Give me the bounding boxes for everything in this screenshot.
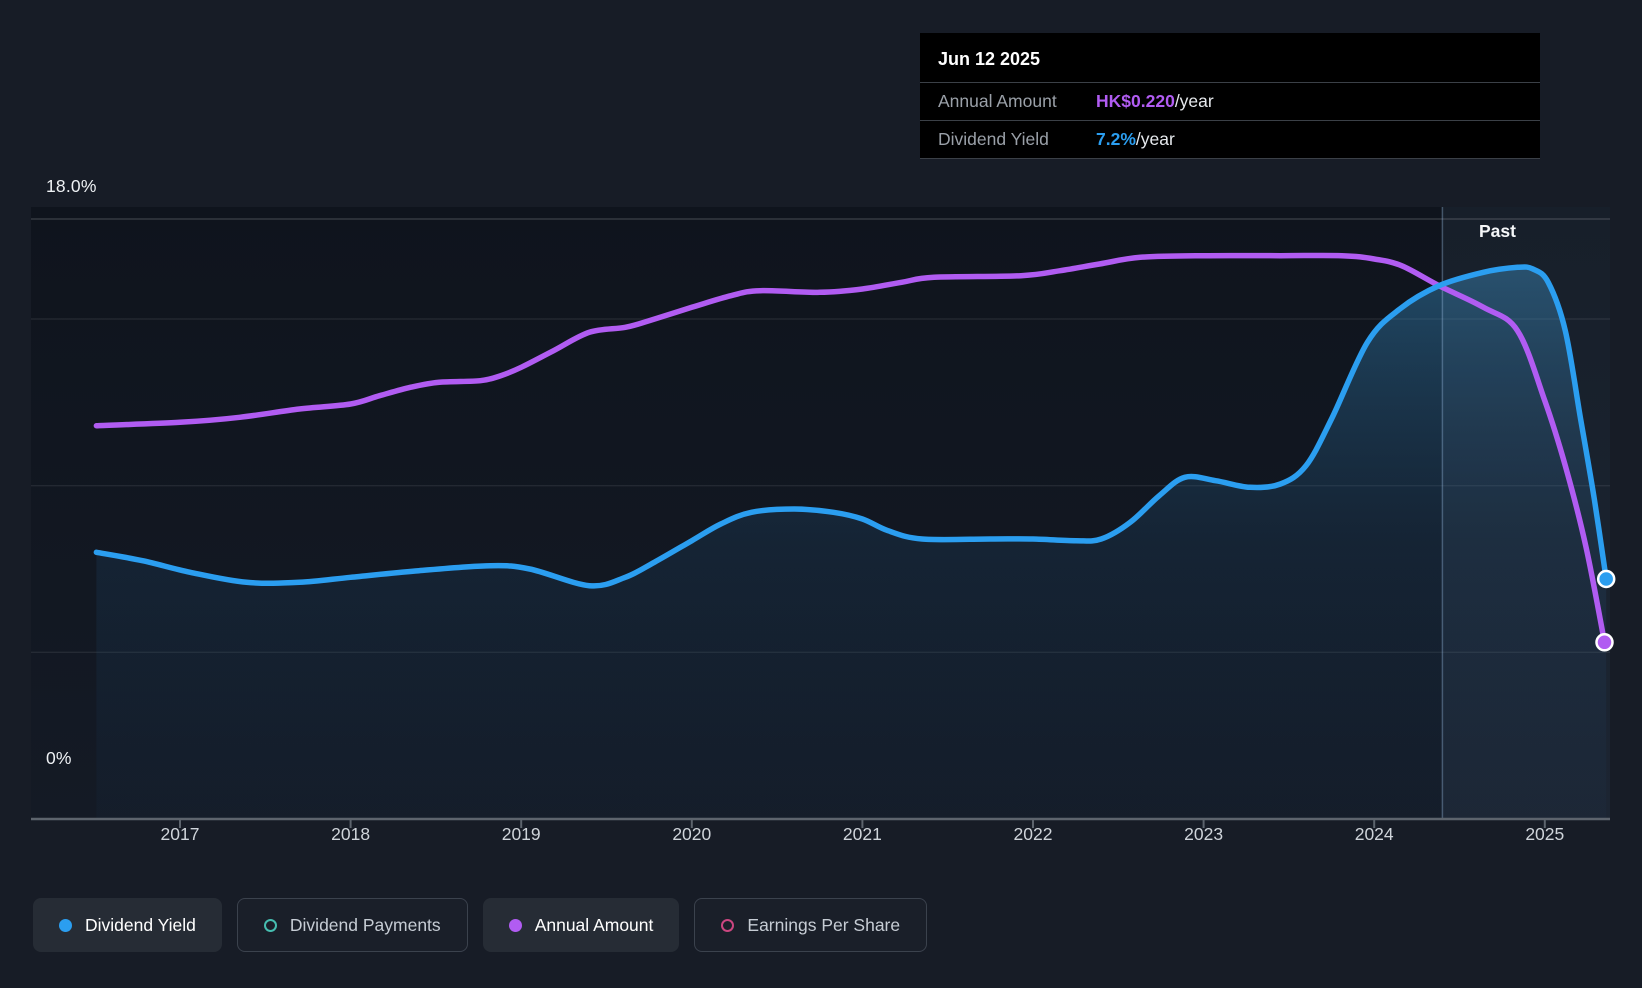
- chart-tooltip: Jun 12 2025 Annual Amount HK$0.220/year …: [920, 33, 1540, 159]
- earnings-per-share-ring-icon: [721, 918, 735, 932]
- x-axis-label-2022: 2022: [1013, 824, 1053, 844]
- legend-button-dividend-yield[interactable]: Dividend Yield: [33, 898, 222, 952]
- tooltip-row-annual-amount: Annual Amount HK$0.220/year: [920, 82, 1540, 120]
- annual-amount-dot-icon: [508, 918, 522, 932]
- legend-button-dividend-payments[interactable]: Dividend Payments: [236, 898, 468, 952]
- dividend-yield-value: 7.2%: [1096, 129, 1136, 149]
- tooltip-date: Jun 12 2025: [938, 49, 1041, 69]
- x-axis-label-2025: 2025: [1525, 824, 1565, 844]
- legend-label: Dividend Yield: [85, 914, 196, 935]
- legend-button-earnings-per-share[interactable]: Earnings Per Share: [694, 898, 928, 952]
- y-axis-min-label: 0%: [46, 748, 72, 768]
- x-axis-label-2019: 2019: [501, 824, 541, 844]
- annual-amount-label: Annual Amount: [938, 91, 1057, 111]
- x-axis-label-2021: 2021: [842, 824, 882, 844]
- legend-label: Dividend Payments: [289, 914, 441, 935]
- legend: Dividend Yield Dividend Payments Annual Am…: [33, 898, 928, 952]
- x-axis-label-2023: 2023: [1184, 824, 1224, 844]
- dividend-yield-suffix: /year: [1135, 129, 1175, 149]
- annual-amount-value: HK$0.220: [1096, 91, 1175, 111]
- x-axis-label-2017: 2017: [160, 824, 200, 844]
- past-label: Past: [1479, 221, 1516, 241]
- annual-amount-suffix: /year: [1174, 91, 1214, 111]
- x-axis-label-2024: 2024: [1354, 824, 1394, 844]
- dividend-yield-label: Dividend Yield: [938, 129, 1049, 149]
- y-axis-max-label: 18.0%: [46, 176, 97, 196]
- legend-label: Annual Amount: [534, 914, 654, 935]
- legend-button-annual-amount[interactable]: Annual Amount: [482, 898, 680, 952]
- dividend-payments-ring-icon: [263, 918, 277, 932]
- x-axis-label-2018: 2018: [331, 824, 371, 844]
- x-axis-label-2020: 2020: [672, 824, 712, 844]
- tooltip-row-dividend-yield: Dividend Yield 7.2%/year: [920, 120, 1540, 159]
- legend-label: Earnings Per Share: [747, 914, 901, 935]
- dividend-yield-dot-icon: [59, 918, 72, 932]
